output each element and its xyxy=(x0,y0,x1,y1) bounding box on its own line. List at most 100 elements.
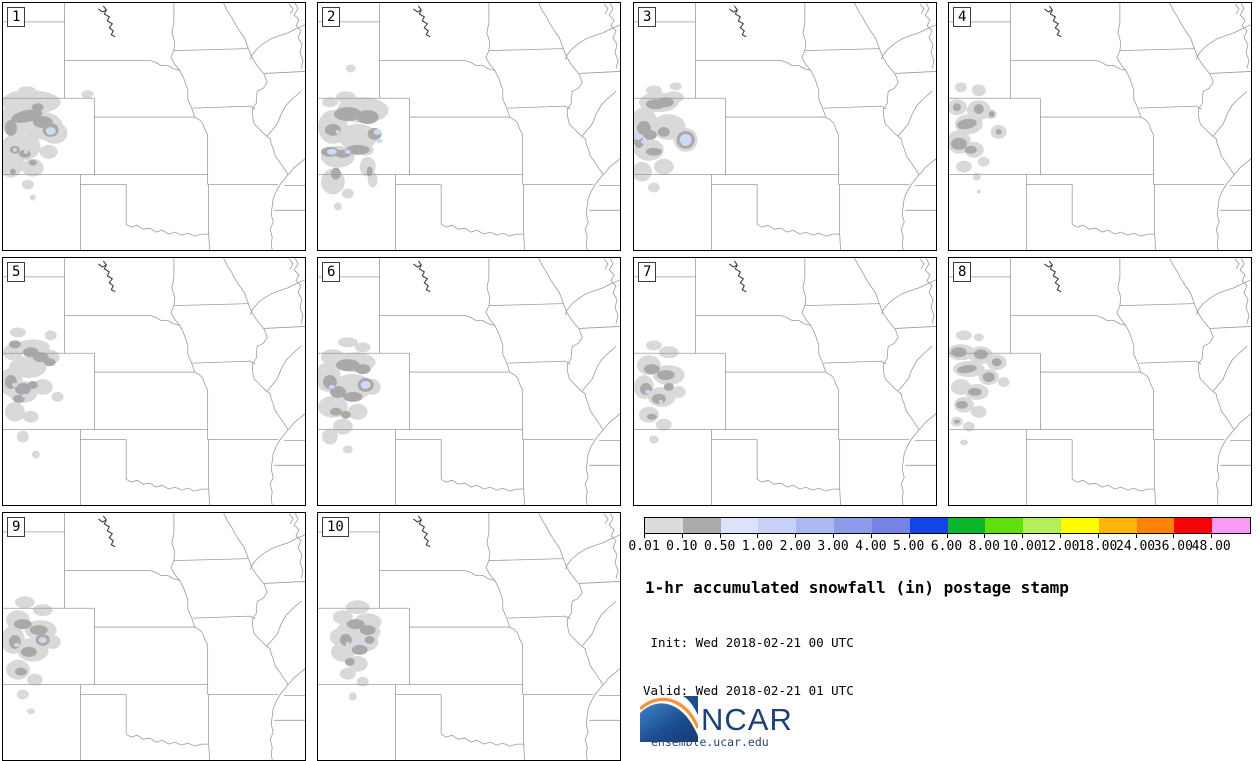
snow-contour xyxy=(957,364,977,374)
snow-contour xyxy=(644,389,651,394)
state-border xyxy=(179,70,209,136)
state-border xyxy=(1195,24,1251,60)
state-border xyxy=(293,513,304,579)
map-svg xyxy=(3,513,305,760)
state-border xyxy=(918,413,936,430)
snow-contour xyxy=(345,144,370,155)
snow-contour xyxy=(324,124,341,136)
colorbar-tick-label: 0.01 xyxy=(628,539,660,554)
snow-contour xyxy=(44,330,57,341)
state-border xyxy=(287,668,305,685)
state-border xyxy=(173,303,249,307)
map-svg xyxy=(318,258,620,505)
snow-contour xyxy=(31,450,40,459)
snow-contour xyxy=(973,104,984,115)
snow-contour xyxy=(43,358,56,367)
state-border xyxy=(895,326,936,329)
state-border xyxy=(897,345,933,392)
ncar-logo-text: NCAR xyxy=(701,702,793,737)
snow-contour xyxy=(29,625,48,636)
state-border xyxy=(880,24,936,60)
state-border xyxy=(249,534,305,570)
state-border xyxy=(918,158,936,175)
colorbar-segment xyxy=(1136,518,1176,533)
snow-contour xyxy=(9,327,26,338)
snow-contour xyxy=(655,418,672,431)
colorbar-tick xyxy=(946,534,948,538)
snow-contour xyxy=(333,107,362,122)
panel-number-label: 1 xyxy=(7,7,26,27)
snow-contour xyxy=(342,391,363,402)
colorbar-tick xyxy=(833,534,835,538)
state-border xyxy=(208,184,211,250)
panel-number-label: 5 xyxy=(7,262,26,282)
state-border xyxy=(608,258,619,324)
state-border xyxy=(1239,3,1250,69)
snow-contour xyxy=(648,435,659,444)
state-border xyxy=(293,3,304,69)
state-border xyxy=(488,303,564,307)
river xyxy=(102,5,116,38)
snow-contour xyxy=(653,158,674,175)
state-border xyxy=(564,24,620,60)
snow-contour xyxy=(679,133,692,146)
snow-contour xyxy=(658,346,679,359)
state-border xyxy=(608,513,619,579)
snow-contour xyxy=(51,391,64,402)
state-border xyxy=(64,315,180,326)
state-border xyxy=(440,733,524,747)
state-border xyxy=(579,581,620,584)
figure-title: 1-hr accumulated snowfall (in) postage s… xyxy=(645,578,1069,597)
panel-number-label: 2 xyxy=(322,7,341,27)
river xyxy=(417,260,431,293)
snow-contour xyxy=(23,149,28,154)
snow-contour xyxy=(646,413,657,420)
snow-contour xyxy=(32,604,53,617)
map-svg xyxy=(949,258,1251,505)
snow-contour xyxy=(22,410,39,423)
init-time: Init: Wed 2018-02-21 00 UTC xyxy=(643,635,854,650)
state-border xyxy=(880,279,936,315)
snow-contour xyxy=(964,145,977,154)
snow-contour xyxy=(356,676,369,687)
state-border xyxy=(538,3,604,250)
river xyxy=(1044,263,1053,268)
state-border xyxy=(523,184,526,250)
state-border xyxy=(293,258,304,324)
snow-contour xyxy=(18,149,31,158)
state-border xyxy=(603,258,609,270)
state-border xyxy=(266,345,302,392)
snow-contour xyxy=(332,418,353,435)
state-border xyxy=(485,258,496,326)
state-border xyxy=(523,439,526,505)
state-border xyxy=(839,439,842,505)
colorbar-segment xyxy=(985,518,1024,533)
snow-contour xyxy=(950,347,967,358)
snow-contour xyxy=(973,333,984,342)
river xyxy=(98,8,107,13)
river xyxy=(729,8,738,13)
snow-contour xyxy=(16,689,29,700)
state-border xyxy=(1239,258,1250,324)
snow-contour xyxy=(32,352,49,363)
snow-contour xyxy=(995,128,1002,135)
state-border xyxy=(839,184,842,250)
snow-contour xyxy=(364,636,375,644)
snow-contour xyxy=(16,430,29,443)
state-border xyxy=(173,558,249,562)
snow-contour xyxy=(351,644,368,655)
snow-contour xyxy=(11,382,18,387)
snow-contour xyxy=(997,377,1010,387)
snow-contour xyxy=(643,364,660,375)
river xyxy=(102,260,116,293)
river xyxy=(417,5,431,38)
snow-contour xyxy=(958,132,963,137)
state-border xyxy=(1212,90,1248,137)
state-border xyxy=(695,60,811,71)
state-border xyxy=(854,258,920,505)
run-times: Init: Wed 2018-02-21 00 UTC Valid: Wed 2… xyxy=(643,603,854,731)
state-border xyxy=(223,513,289,760)
snow-contour xyxy=(971,84,986,97)
forecast-panel-member-10: 10 xyxy=(317,512,621,761)
